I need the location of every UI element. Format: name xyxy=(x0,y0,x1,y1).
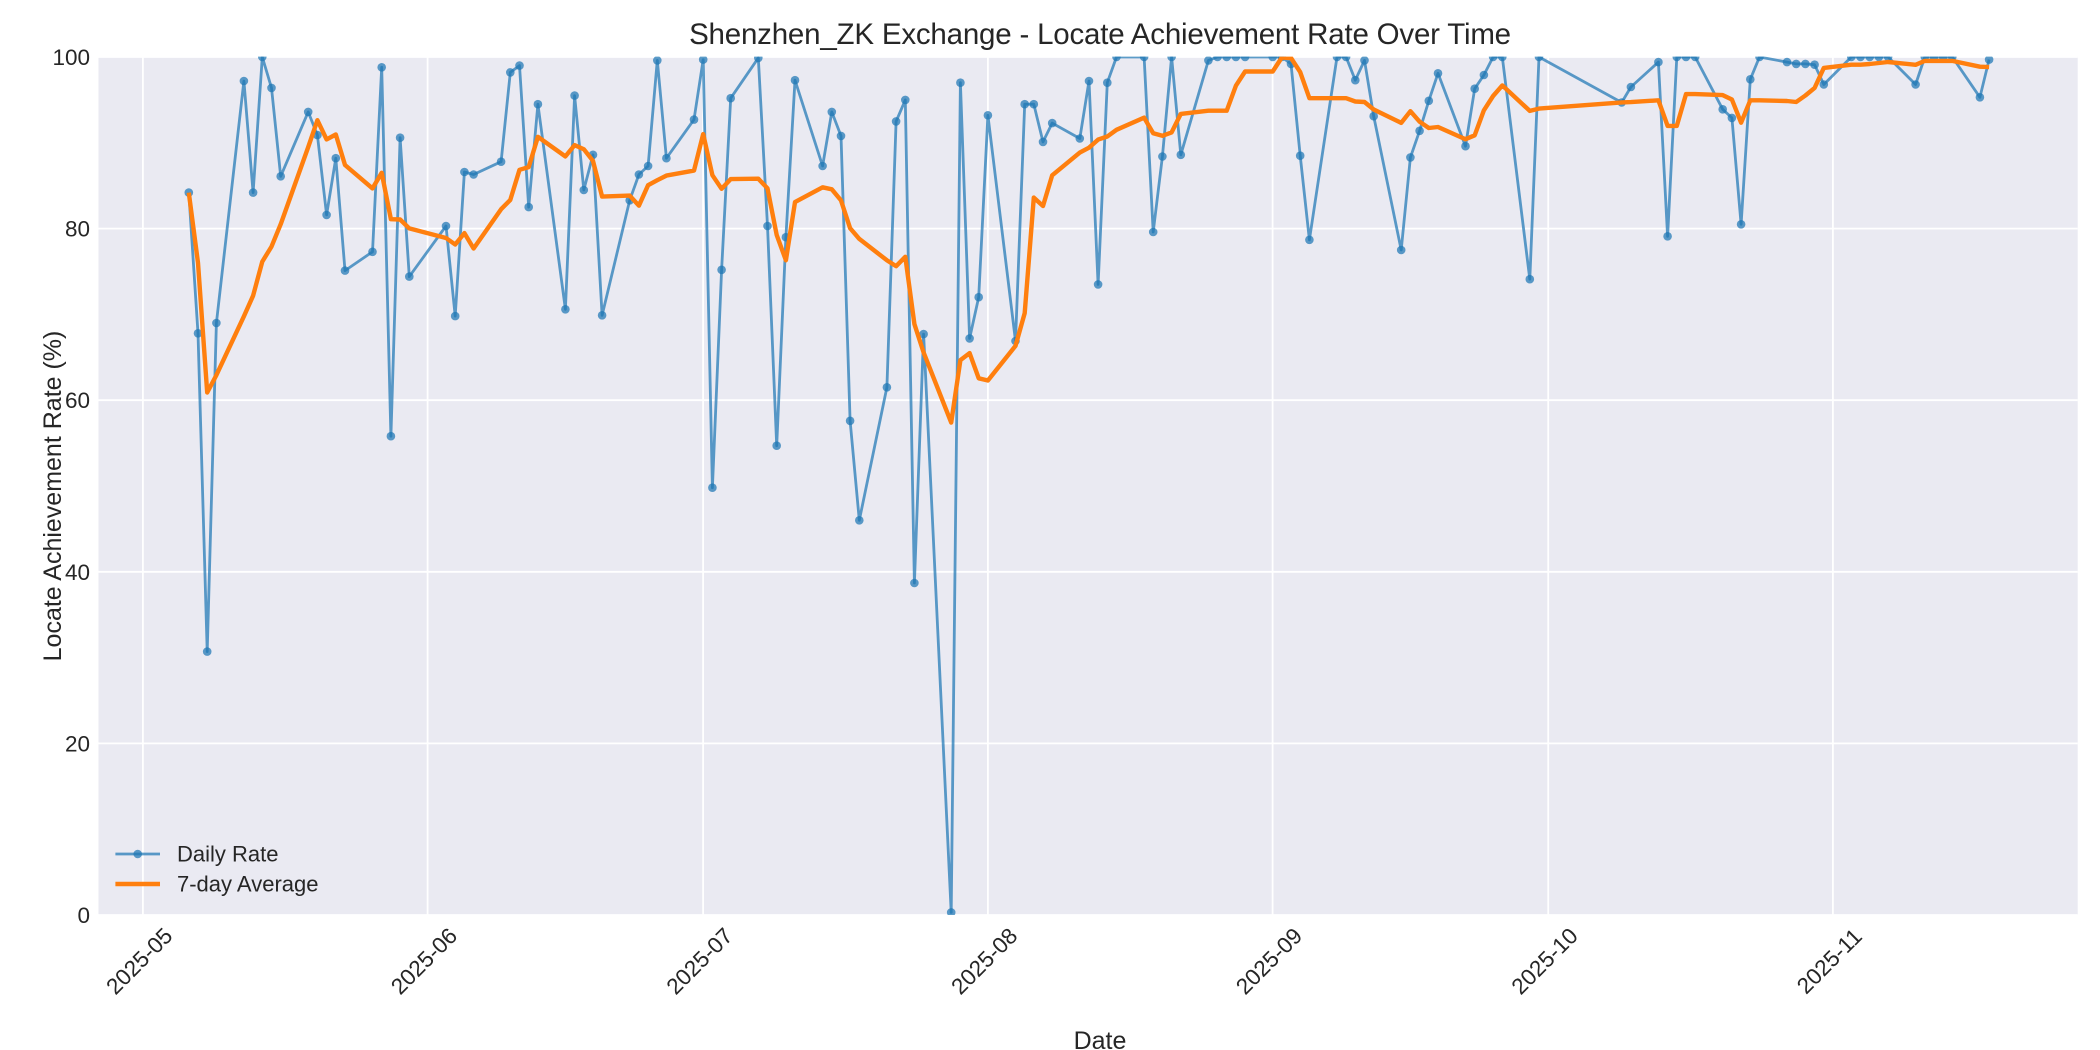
svg-text:40: 40 xyxy=(65,560,90,585)
svg-text:100: 100 xyxy=(52,45,90,70)
svg-text:7-day Average: 7-day Average xyxy=(177,872,318,897)
svg-text:60: 60 xyxy=(65,388,90,413)
svg-text:80: 80 xyxy=(65,217,90,242)
svg-text:Date: Date xyxy=(1074,1027,1127,1050)
svg-text:0: 0 xyxy=(77,903,90,928)
svg-text:Locate Achievement Rate (%): Locate Achievement Rate (%) xyxy=(39,331,67,662)
svg-text:20: 20 xyxy=(65,731,90,756)
svg-text:Shenzhen_ZK Exchange - Locate: Shenzhen_ZK Exchange - Locate Achievemen… xyxy=(689,18,1511,51)
svg-text:Daily Rate: Daily Rate xyxy=(177,842,278,867)
